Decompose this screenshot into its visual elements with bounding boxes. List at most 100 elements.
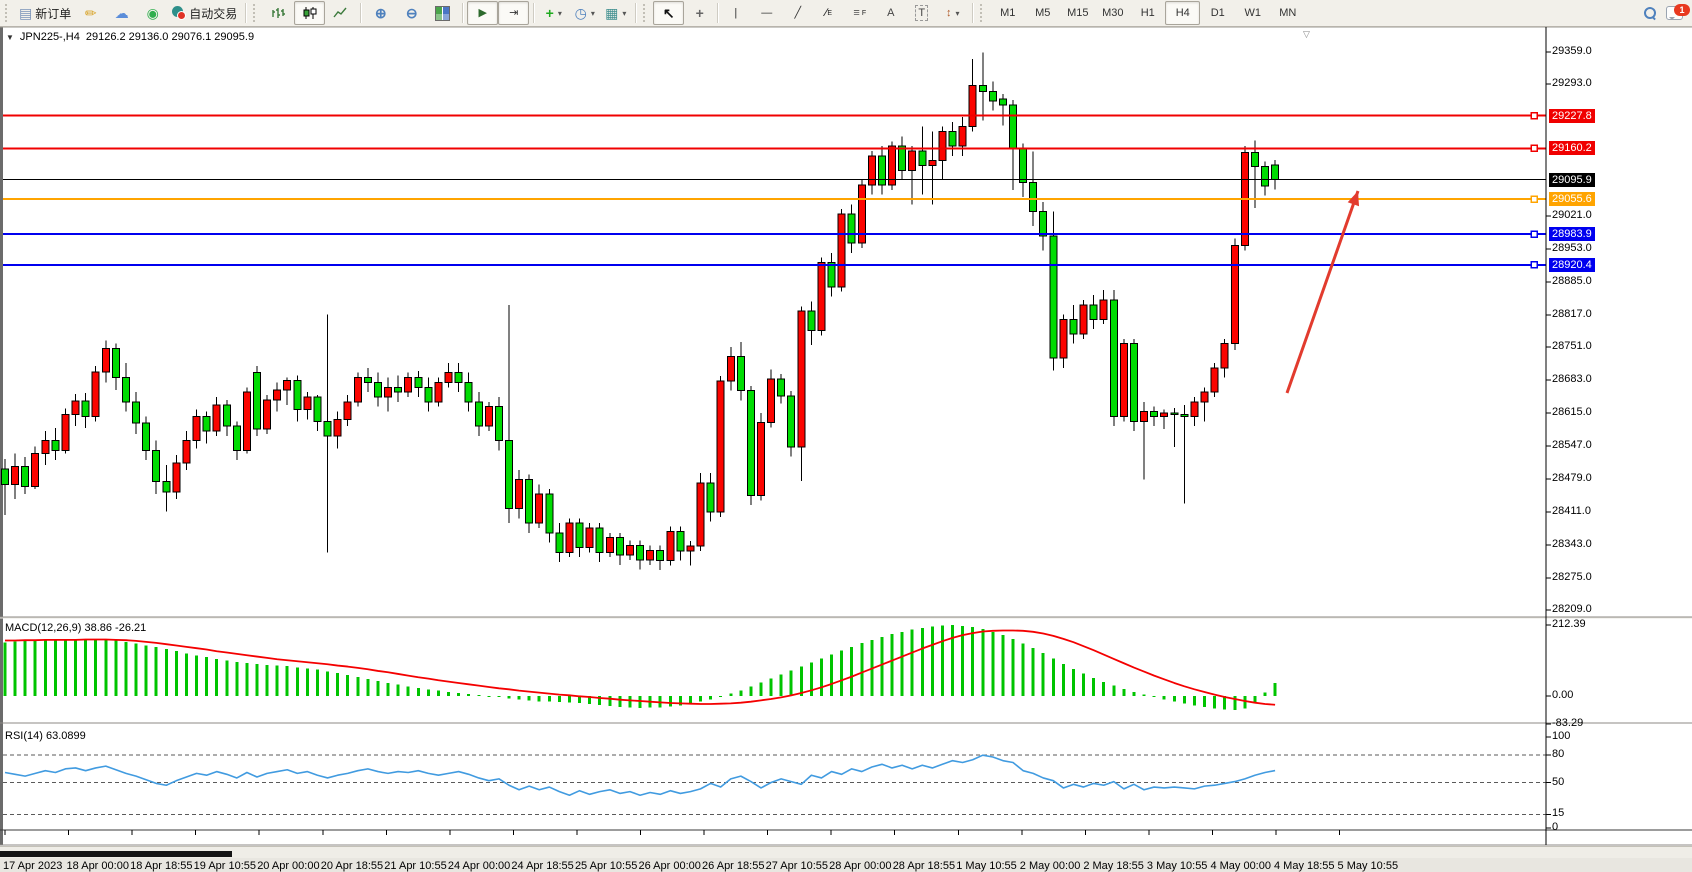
price-chart-canvas[interactable] [0,27,1692,857]
indicators-plus-icon: + [545,5,554,21]
macd-indicator-label: MACD(12,26,9) 38.86 -26.21 [5,622,147,634]
time-tick-label: 28 Apr 18:55 [892,860,956,872]
line-chart-mode-button[interactable] [325,1,356,25]
templates-icon: ▦ [605,5,619,21]
chart-window: ▼ JPN225-,H4 29126.2 29136.0 29076.1 290… [0,27,1692,872]
toolbar-separator [245,3,247,23]
timeframe-button-m1[interactable]: M1 [1000,7,1016,19]
price-tick-label: 28343.0 [1552,537,1592,550]
timeframe-button-m5[interactable]: M5 [1035,7,1051,19]
timeframe-button-h4[interactable]: H4 [1165,1,1201,25]
ohlc-values: 29126.2 29136.0 29076.1 29095.9 [85,31,255,43]
dropdown-arrow-icon: ▾ [622,8,627,18]
toolbar-separator [360,3,362,23]
trendline-tool-button[interactable]: ╱ [782,1,813,25]
text-label-tool-button[interactable]: T [906,1,937,25]
toolbar-group-standard: ▤ 新订单 ✏ ☁ ◉ 自动交易 [0,0,243,26]
timeframe-button-mn[interactable]: MN [1279,7,1297,19]
crosshair-tool-button[interactable]: + [684,1,715,25]
time-tick-label: 26 Apr 18:55 [702,860,765,872]
time-tick-label: 20 Apr 18:55 [320,860,384,872]
time-tick-label: 3 May 10:55 [1146,860,1208,872]
price-tick-label: 29359.0 [1552,45,1592,57]
chart-shift-icon: ⇥ [509,7,519,19]
price-line-tag: 28920.4 [1549,257,1595,272]
notification-badge: 1 [1674,4,1690,16]
timeframe-button-d1[interactable]: D1 [1210,7,1225,19]
chart-title[interactable]: ▼ JPN225-,H4 29126.2 29136.0 29076.1 290… [6,31,254,43]
autotrading-label: 自动交易 [189,6,238,21]
signals-button[interactable]: ◉ [137,1,168,25]
autotrading-button[interactable]: 自动交易 [168,1,241,25]
time-tick-label: 24 Apr 18:55 [511,860,574,872]
price-tick-label: 29021.0 [1552,209,1592,221]
timeframe-button-w1[interactable]: W1 [1244,7,1262,19]
zoom-out-button[interactable]: ⊖ [396,1,427,25]
new-order-label: 新订单 [35,6,72,21]
toolbar-separator [533,3,535,23]
toolbar-drag-handle[interactable] [5,4,12,22]
search-button[interactable] [1635,1,1666,25]
crayon-icon: ✏ [84,5,97,21]
toolbar-drag-handle[interactable] [643,4,650,22]
indicators-button[interactable]: + ▾ [538,1,569,25]
candlestick-mode-button[interactable] [294,1,326,25]
community-cloud-icon: ☁ [114,5,129,21]
chart-shift-marker-icon[interactable]: ▽ [1303,29,1310,39]
toolbar-drag-handle[interactable] [253,4,260,22]
price-tick-label: 28411.0 [1552,504,1591,517]
timeframe-button-m30[interactable]: M30 [1102,7,1124,19]
symbol-period-label: JPN225-,H4 [19,31,80,43]
text-tool-button[interactable]: A [875,1,906,25]
new-order-button[interactable]: ▤ 新订单 [15,1,75,25]
price-line-tag: 28983.9 [1549,227,1595,241]
time-tick-label: 19 Apr 10:55 [193,860,257,872]
timeframe-button-m15[interactable]: M15 [1067,7,1089,19]
text-tool-icon: A [887,7,895,19]
price-tick-label: 28547.0 [1552,438,1592,451]
rsi-tick-label: 80 [1552,748,1565,761]
notifications-button[interactable]: 1 [1666,2,1692,24]
price-tick-label: 28953.0 [1552,241,1592,254]
time-tick-label: 27 Apr 10:55 [765,860,828,872]
periods-button[interactable]: ◷ ▾ [569,1,600,25]
price-tick-label: 28209.0 [1552,603,1592,615]
chart-shift-button[interactable]: ⇥ [498,1,530,25]
vertical-line-tool-button[interactable]: | [720,1,751,25]
toolbar-drag-handle[interactable] [980,4,987,22]
bar-chart-mode-button[interactable] [263,1,294,25]
time-tick-label: 25 Apr 10:55 [574,860,638,872]
rsi-indicator-label: RSI(14) 63.0899 [5,730,86,742]
time-tick-label: 18 Apr 18:55 [130,860,193,872]
price-tick-label: 28885.0 [1552,274,1592,287]
time-tick-label: 5 May 10:55 [1337,860,1399,872]
toolbar-group-line-studies: ↖ + | — ╱ ∕∕E ≡F A [638,0,970,26]
channel-tool-button[interactable]: ∕∕E [813,1,844,25]
fibonacci-tool-button[interactable]: ≡ F [844,1,875,25]
tile-windows-icon [435,5,451,21]
dropdown-arrow-icon: ▾ [557,8,562,18]
arrows-tool-button[interactable]: ↕ ▾ [937,1,968,25]
tile-windows-button[interactable] [427,1,458,25]
auto-scroll-button[interactable]: ▶ [467,1,499,25]
time-tick-label: 24 Apr 00:00 [447,860,511,872]
horizontal-line-tool-button[interactable]: — [751,1,782,25]
templates-button[interactable]: ▦ ▾ [600,1,631,25]
chart-menu-arrow-icon[interactable]: ▼ [6,32,14,42]
cursor-tool-button[interactable]: ↖ [653,1,685,25]
styler-button[interactable]: ✏ [75,1,106,25]
time-tick-label: 21 Apr 10:55 [384,860,447,872]
zoom-in-button[interactable]: ⊕ [365,1,396,25]
toolbar-group-timeframes: M1 M5 M15 M30 H1 H4 D1 W1 MN [975,0,1307,26]
macd-tick-label: 212.39 [1552,618,1586,630]
toolbar-group-chart-type [248,0,358,26]
zoom-out-icon: ⊖ [405,5,418,21]
timeframe-button-h1[interactable]: H1 [1140,7,1155,19]
price-tick-label: 28615.0 [1552,406,1592,418]
time-tick-label: 18 Apr 00:00 [66,860,129,872]
line-chart-icon [333,7,347,18]
bar-chart-icon [272,8,286,18]
macd-tick-label: -83.29 [1552,716,1584,729]
community-button[interactable]: ☁ [106,1,137,25]
